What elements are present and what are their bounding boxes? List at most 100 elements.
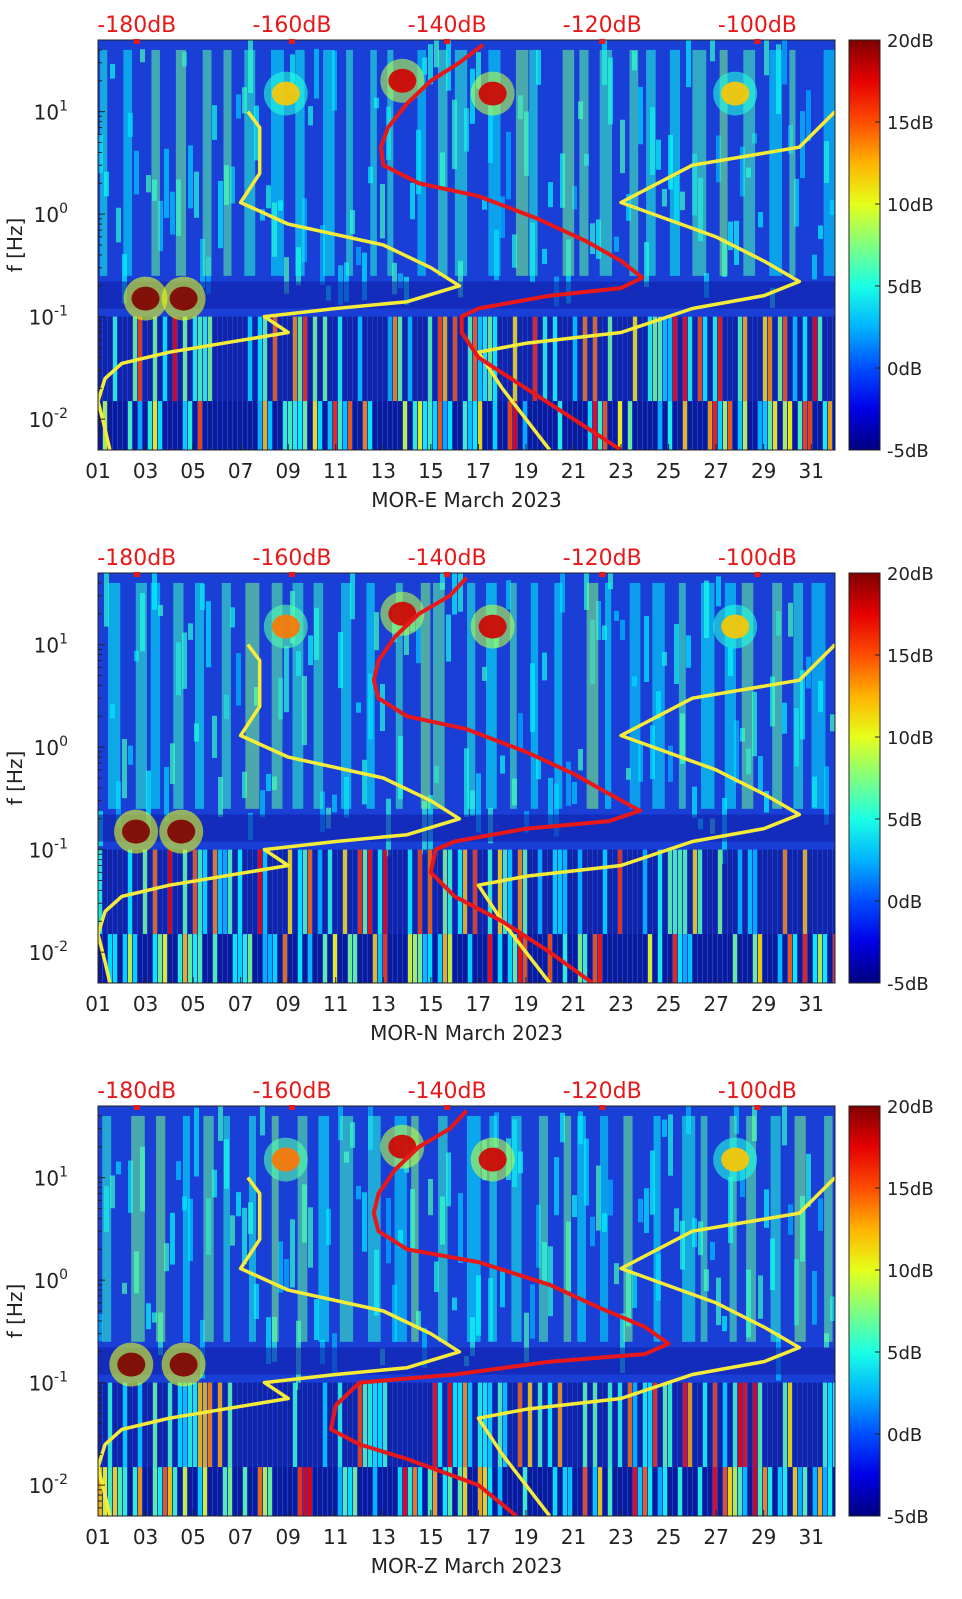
spectrogram-cell [788, 1467, 792, 1516]
spectrogram-cell [768, 316, 772, 402]
spectrogram-cell [108, 934, 112, 983]
spectrogram-cell [648, 1382, 652, 1468]
spectrogram-cell [168, 401, 172, 450]
spectrogram-cell [693, 849, 697, 935]
spectrogram-cell [203, 1382, 207, 1468]
spectrogram-cell [798, 401, 802, 450]
psd-line [329, 1109, 671, 1516]
spectrogram-cell [500, 755, 505, 774]
spectrogram-cell [448, 1467, 452, 1516]
spectrogram-cell [688, 1382, 692, 1468]
spectrogram-cell [383, 316, 387, 402]
spectrogram-cell [613, 401, 617, 450]
spectrogram-cell [558, 1467, 562, 1516]
spectrogram-cell [103, 1382, 107, 1468]
spectrogram-cell [452, 99, 457, 170]
spectrogram-cell [223, 1382, 227, 1468]
spectrogram-cell [373, 1467, 377, 1516]
spectrogram-cell [243, 316, 247, 402]
spectrogram-cell [493, 316, 497, 402]
spectrogram-cell [763, 316, 767, 402]
spectrogram-cell [608, 1179, 613, 1216]
spectrogram-cell [218, 934, 222, 983]
spectrogram-cell [741, 582, 754, 809]
top-db-tick-label: -180dB [97, 546, 176, 571]
spectrogram-cell [458, 573, 463, 612]
spectrogram-cell [548, 401, 552, 450]
spectrogram-cell [573, 1467, 577, 1516]
y-axis-label: f [Hz] [3, 1284, 27, 1339]
spectrogram-cell [503, 934, 507, 983]
noise-model-line [98, 643, 462, 983]
spectrogram-cell [643, 316, 647, 402]
spectrogram-cell [113, 401, 117, 450]
spectrogram-cell [368, 1467, 372, 1516]
spectrogram-cell [388, 1467, 392, 1516]
spectrogram-cell [530, 1284, 535, 1339]
spectrogram-cell [560, 573, 565, 613]
colorbar-tick-label: 0dB [887, 1425, 922, 1446]
spectrogram-cell [588, 1467, 592, 1516]
spectrogram-cell [356, 702, 361, 713]
spectrogram-cell [453, 1382, 457, 1468]
spectrogram-cell [374, 612, 379, 651]
spectrogram-cell [148, 1382, 152, 1468]
x-tick-label: 01 [85, 992, 110, 1016]
spectrogram-cell [343, 401, 347, 450]
spectrogram-cell [782, 702, 787, 734]
spectrogram-cell [158, 604, 163, 617]
spectrogram-cell [123, 849, 127, 935]
spectrogram-cell [722, 1315, 727, 1332]
spectrogram-cell [323, 934, 327, 983]
spectrogram-cell [783, 849, 787, 935]
spectrogram-cell [668, 1467, 672, 1516]
top-db-tick-label: -120dB [563, 1079, 642, 1104]
spectrogram-cell [213, 934, 217, 983]
spectrogram-cell [230, 607, 235, 628]
spectrogram-cell [236, 1192, 241, 1217]
spectrogram-cell [437, 49, 448, 276]
spectrogram-cell [118, 1467, 122, 1516]
spectrogram-cell [688, 401, 692, 450]
spectrogram-cell [788, 1204, 793, 1235]
spectrogram-cell [578, 1467, 582, 1516]
spectrogram-cell [693, 316, 697, 402]
spectrogram-cell [468, 316, 472, 402]
spectrogram-cell [453, 1467, 457, 1516]
spectrogram-cell [828, 1467, 832, 1516]
top-db-tick [754, 1105, 761, 1110]
spectrogram-cell [653, 849, 657, 935]
spectrogram-cell [803, 934, 807, 983]
spectrogram-cell [368, 316, 372, 402]
spectrogram-cell [758, 316, 762, 402]
spectrogram-cell [218, 1106, 223, 1141]
spectrogram-cell [183, 316, 187, 402]
spectrogram-cell [753, 1382, 757, 1468]
spectrogram-cell [446, 614, 451, 662]
top-db-tick [599, 39, 606, 44]
spectrogram-cell [773, 934, 777, 983]
spectrogram-cell [198, 1382, 202, 1468]
spectrogram-cell [293, 316, 297, 402]
spectrogram-cell [128, 849, 132, 935]
top-db-tick [133, 1105, 140, 1110]
spectrogram-cell [572, 781, 577, 804]
spectrogram-cell [123, 934, 127, 983]
spectrogram-cell [828, 849, 832, 935]
spectrogram-cell [468, 934, 472, 983]
spectrogram-cell [653, 401, 657, 450]
spectrogram-cell [828, 401, 832, 450]
spectrogram-cell [493, 1382, 497, 1468]
spectrogram-cell [170, 1212, 175, 1265]
hot-spot [271, 614, 300, 639]
spectrogram-cell [683, 1467, 687, 1516]
spectrogram-cell [668, 849, 672, 935]
spectrogram-cell [100, 49, 108, 276]
top-db-tick-label: -140dB [408, 1079, 487, 1104]
hot-spot [721, 614, 750, 639]
spectrogram-cell [683, 849, 687, 935]
spectrogram-cell [508, 934, 512, 983]
spectrogram-cell [793, 934, 797, 983]
spectrogram-cell [628, 849, 632, 935]
spectrogram-cell [433, 849, 437, 935]
